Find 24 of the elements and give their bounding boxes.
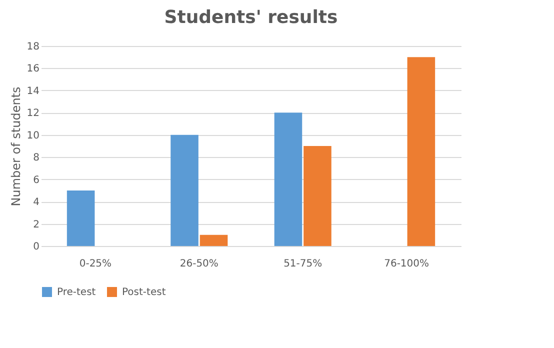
y-tick-label: 18 [26,42,40,52]
bar [304,146,332,246]
x-tick-label: 0-25% [79,258,112,270]
bar [274,112,302,246]
chart-title: Students' results [164,7,338,28]
y-tick-label: 8 [33,152,40,164]
bar [200,234,228,246]
bar [407,57,436,246]
bar [170,134,198,246]
x-tick-label: 51-75% [284,258,322,270]
y-tick-label: 10 [26,130,40,142]
x-tick-label: 26-50% [180,258,218,270]
x-tick-label: 76-100% [384,258,430,270]
y-tick-label: 16 [26,64,40,75]
y-tick-label: 0 [33,242,40,252]
y-tick-label: 12 [26,108,40,120]
legend-label: Pre-test [57,287,96,298]
y-tick-label: 4 [33,197,40,208]
y-tick-label: 6 [33,174,40,186]
y-axis-title: Number of students [8,86,23,206]
bar [66,190,95,246]
y-tick-label: 14 [26,86,40,97]
legend-label: Post-test [122,287,166,298]
y-tick-label: 2 [33,219,40,230]
